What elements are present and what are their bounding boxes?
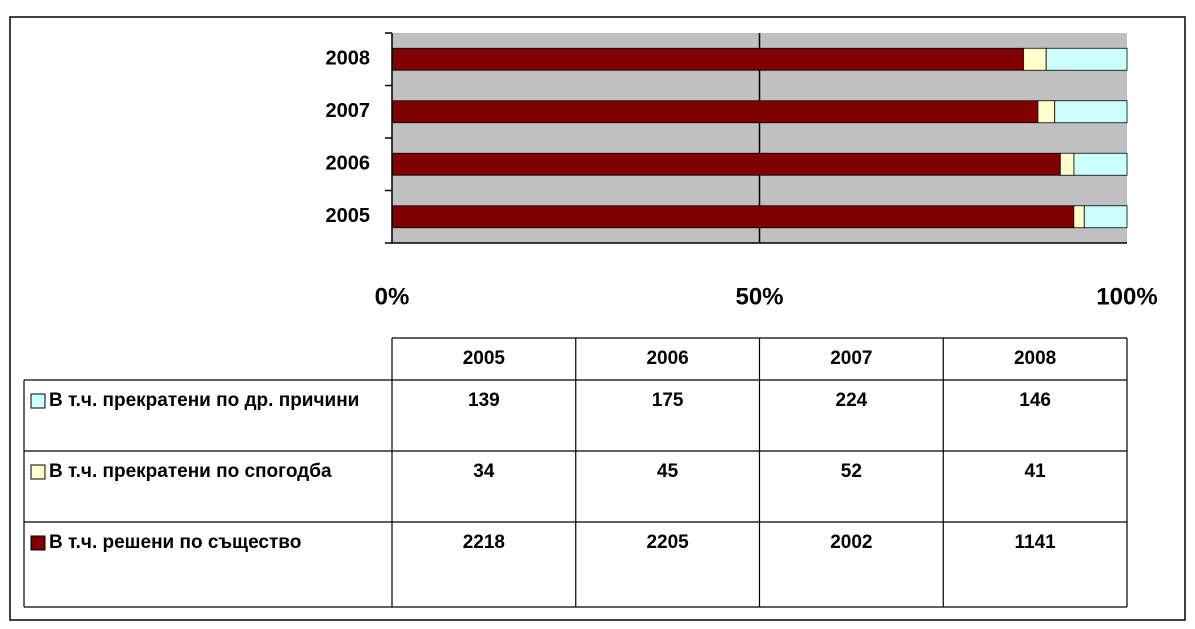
bar-segment <box>391 47 1024 71</box>
bar-segment <box>1037 100 1056 124</box>
table-value: 139 <box>468 390 500 411</box>
table-header: 2006 <box>646 348 688 369</box>
legend-label: В т.ч. прекратени по др. причини <box>49 390 360 411</box>
bar-segment <box>391 205 1075 229</box>
legend-key <box>30 535 46 551</box>
table-value: 45 <box>657 461 679 482</box>
y-tick-label: 2006 <box>326 153 371 175</box>
table-value: 146 <box>1019 390 1051 411</box>
x-tick-label: 0% <box>375 283 410 310</box>
table-value: 2218 <box>463 532 505 553</box>
table-value: 224 <box>836 390 868 411</box>
table-value: 1141 <box>1015 532 1057 553</box>
x-tick-label: 50% <box>735 283 783 310</box>
table-value: 2205 <box>646 532 689 553</box>
table-value: 34 <box>473 461 495 482</box>
legend-label: В т.ч. решени по същество <box>49 532 302 553</box>
y-tick-label: 2008 <box>326 48 371 70</box>
x-tick-label: 100% <box>1096 283 1157 310</box>
bar-segment <box>1083 205 1128 229</box>
bar-segment <box>1073 152 1128 176</box>
bar-segment <box>1023 47 1047 71</box>
bar-segment <box>391 152 1061 176</box>
table-value: 41 <box>1025 461 1047 482</box>
table-header: 2005 <box>463 348 506 369</box>
bar-segment <box>1073 205 1085 229</box>
y-tick-label: 2007 <box>326 100 371 122</box>
table-header: 2007 <box>830 348 872 369</box>
chart-border <box>9 16 1186 621</box>
legend-key <box>30 464 46 480</box>
table-value: 175 <box>652 390 684 411</box>
legend-label: В т.ч. прекратени по спогодба <box>49 461 332 482</box>
bar-segment <box>391 100 1039 124</box>
bar-segment <box>1054 100 1128 124</box>
table-header: 2008 <box>1014 348 1056 369</box>
y-tick-label: 2005 <box>326 205 371 227</box>
legend-key <box>30 393 46 409</box>
table-value: 2002 <box>830 532 872 553</box>
bar-segment <box>1045 47 1128 71</box>
table-value: 52 <box>841 461 862 482</box>
bar-segment <box>1059 152 1075 176</box>
